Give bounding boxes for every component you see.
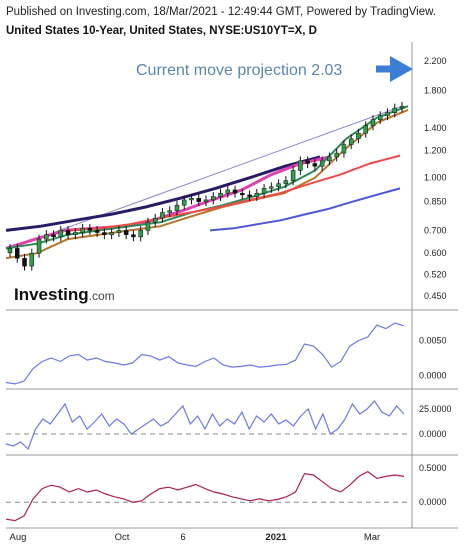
logo-word: Investing xyxy=(14,285,89,304)
price-axis-tick: 1.200 xyxy=(424,146,447,156)
candle xyxy=(385,112,390,116)
candle xyxy=(109,232,114,235)
indicator-line xyxy=(5,322,405,385)
candle xyxy=(319,160,325,167)
candle xyxy=(254,192,260,197)
candle xyxy=(240,192,245,196)
candle xyxy=(131,234,136,238)
time-axis-tick: Mar xyxy=(364,532,380,543)
time-axis-tick: 2021 xyxy=(265,532,287,543)
indicator-axis-tick: 0.0000 xyxy=(419,429,447,439)
candle xyxy=(15,248,20,259)
candle xyxy=(145,221,151,231)
candle xyxy=(174,204,180,211)
candle xyxy=(334,152,339,158)
projection-annotation: Current move projection 2.03 xyxy=(136,62,342,79)
time-axis-tick: Aug xyxy=(10,532,27,543)
price-axis-tick: 2.200 xyxy=(424,56,447,66)
price-panel xyxy=(5,101,409,271)
candle xyxy=(189,197,194,201)
candle xyxy=(341,144,347,154)
candle xyxy=(392,107,397,113)
candle xyxy=(94,230,100,233)
candle xyxy=(305,160,310,164)
candle xyxy=(196,197,201,202)
candle xyxy=(283,180,289,184)
candle xyxy=(356,132,361,140)
moving-average-line xyxy=(209,187,401,232)
candle xyxy=(7,248,13,254)
candle xyxy=(123,230,129,235)
price-axis-tick: 1.800 xyxy=(424,86,447,96)
time-axis-tick: Oct xyxy=(115,532,130,543)
candle xyxy=(269,186,274,189)
price-axis-tick: 0.700 xyxy=(424,225,447,235)
indicator-panel-2 xyxy=(5,400,410,451)
candle xyxy=(203,199,209,202)
candle xyxy=(44,234,49,240)
logo-suffix: .com xyxy=(89,289,115,303)
candle xyxy=(312,163,318,167)
trendline xyxy=(9,105,403,249)
indicator-panel-3 xyxy=(5,470,410,522)
candle xyxy=(218,192,223,197)
price-axis-tick: 1.000 xyxy=(424,173,447,183)
candle xyxy=(138,230,143,238)
indicator-axis-tick: 0.0000 xyxy=(419,371,447,381)
candle xyxy=(290,170,296,181)
indicator-line xyxy=(5,400,405,451)
candle xyxy=(36,238,42,254)
price-axis-tick: 0.450 xyxy=(424,291,447,301)
moving-average-line xyxy=(5,108,409,260)
time-axis-tick: 6 xyxy=(180,532,185,543)
candle xyxy=(247,194,252,197)
candle xyxy=(58,230,64,238)
published-caption: Published on Investing.com, 18/Mar/2021 … xyxy=(6,6,437,18)
investing-logo: Investing.com xyxy=(14,285,115,304)
candle xyxy=(225,189,231,194)
chart-title: United States 10-Year, United States, NY… xyxy=(6,25,317,37)
candle xyxy=(152,217,158,223)
candle xyxy=(80,228,85,233)
candle xyxy=(51,234,56,238)
candle xyxy=(87,228,93,231)
candle xyxy=(261,188,267,194)
candle xyxy=(298,160,303,171)
price-axis-tick: 0.850 xyxy=(424,197,447,207)
axis-ticks: 2.200 1.800 1.400 1.200 1.000 0.850 0.700 0.600… xyxy=(10,56,452,543)
price-axis-tick: 1.400 xyxy=(424,123,447,133)
right-arrow-icon xyxy=(376,56,413,82)
panel-frames xyxy=(6,42,458,529)
moving-average-line xyxy=(69,154,401,232)
candle xyxy=(73,232,78,235)
candle xyxy=(181,199,187,206)
candle xyxy=(167,210,172,213)
price-axis-tick: 0.520 xyxy=(424,269,447,279)
candle xyxy=(348,138,354,145)
candle xyxy=(211,196,216,201)
moving-average-line xyxy=(5,155,321,232)
candle xyxy=(116,230,122,233)
candle xyxy=(29,252,35,267)
candle xyxy=(102,232,107,235)
candle xyxy=(22,257,27,267)
indicator-axis-tick: 0.5000 xyxy=(419,463,447,473)
candle xyxy=(377,115,383,120)
indicator-panel-1 xyxy=(5,322,405,385)
candle xyxy=(65,230,71,235)
candle xyxy=(276,183,281,188)
price-axis-tick: 0.600 xyxy=(424,248,447,258)
candle xyxy=(399,105,405,109)
candle xyxy=(327,156,332,162)
candle xyxy=(232,189,238,194)
candle xyxy=(160,212,165,219)
candle xyxy=(370,119,376,126)
candle xyxy=(363,125,368,134)
indicator-axis-tick: 0.0000 xyxy=(419,497,447,507)
indicator-line xyxy=(5,470,405,522)
indicator-axis-tick: 0.0050 xyxy=(419,336,447,346)
indicator-axis-tick: 25.0000 xyxy=(419,404,452,414)
